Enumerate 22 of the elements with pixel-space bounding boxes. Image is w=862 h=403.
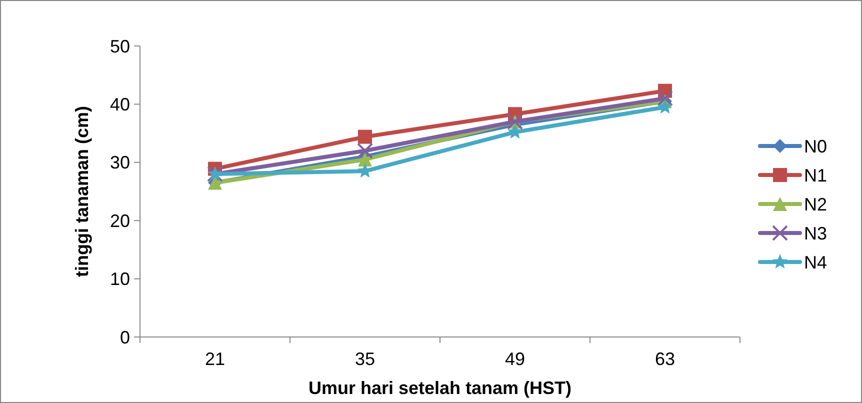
point <box>358 152 372 166</box>
point <box>358 130 372 144</box>
y-axis-title: tinggi tanaman (cm) <box>72 106 92 278</box>
x-tick-label: 35 <box>354 349 376 369</box>
y-tick-label: 0 <box>120 327 130 348</box>
x-tick-label: 49 <box>504 349 526 369</box>
legend-label: N0 <box>804 136 828 156</box>
y-tick-label: 20 <box>110 210 130 231</box>
y-tick-label: 10 <box>110 269 130 290</box>
y-tick-label: 50 <box>110 36 130 56</box>
legend-label: N4 <box>804 252 828 272</box>
x-tick-label: 21 <box>204 349 226 369</box>
legend-label: N1 <box>804 165 828 186</box>
point <box>657 99 673 114</box>
point <box>357 142 373 159</box>
y-tick-label: 40 <box>110 94 130 114</box>
y-tick-label: 30 <box>110 152 130 173</box>
point <box>657 90 673 106</box>
x-tick-label: 63 <box>654 349 676 369</box>
x-axis-title: Umur hari setelah tanam (HST) <box>308 378 572 398</box>
legend-label: N3 <box>804 223 828 244</box>
legend-label: N2 <box>804 194 828 214</box>
